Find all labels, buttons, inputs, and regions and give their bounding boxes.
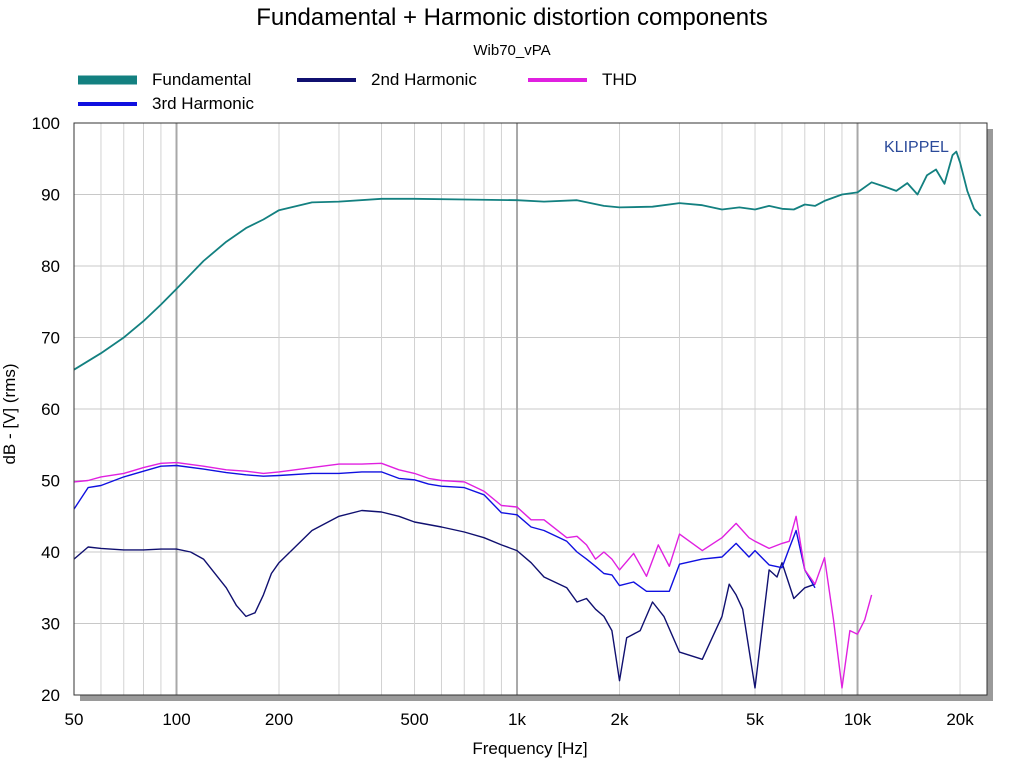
y-tick-label: 80 bbox=[41, 257, 60, 276]
x-tick-label: 50 bbox=[65, 710, 84, 729]
x-axis-ticks: 50 100 200 500 1k 2k 5k 10k 20k bbox=[65, 710, 975, 729]
legend-label-2nd-harmonic: 2nd Harmonic bbox=[371, 70, 477, 89]
x-tick-label: 20k bbox=[946, 710, 974, 729]
series-line-3rd-harmonic bbox=[73, 464, 816, 592]
x-tick-label: 1k bbox=[508, 710, 526, 729]
y-tick-label: 30 bbox=[41, 615, 60, 634]
y-tick-label: 100 bbox=[32, 114, 60, 133]
y-tick-label: 40 bbox=[41, 543, 60, 562]
legend-label-thd: THD bbox=[602, 70, 637, 89]
series-line-2nd-harmonic bbox=[73, 509, 816, 689]
x-tick-label: 200 bbox=[265, 710, 293, 729]
series-line-thd bbox=[73, 461, 873, 689]
legend-label-fundamental: Fundamental bbox=[152, 70, 251, 89]
chart-subtitle: Wib70_vPA bbox=[473, 42, 550, 59]
y-axis-ticks: 20 30 40 50 60 70 80 90 100 bbox=[32, 114, 60, 705]
y-tick-label: 70 bbox=[41, 329, 60, 348]
chart-title: Fundamental + Harmonic distortion compon… bbox=[256, 4, 768, 31]
y-tick-label: 20 bbox=[41, 686, 60, 705]
y-tick-label: 50 bbox=[41, 472, 60, 491]
series-line-fundamental bbox=[73, 150, 982, 371]
klippel-brand-label: KLIPPEL bbox=[884, 139, 949, 156]
y-tick-label: 60 bbox=[41, 400, 60, 419]
x-axis-label: Frequency [Hz] bbox=[472, 739, 587, 758]
x-tick-label: 5k bbox=[746, 710, 764, 729]
y-axis-label: dB - [V] (rms) bbox=[0, 363, 19, 464]
series-lines bbox=[73, 150, 982, 689]
x-tick-label: 2k bbox=[611, 710, 629, 729]
y-tick-label: 90 bbox=[41, 186, 60, 205]
plot-border bbox=[73, 122, 988, 696]
grid bbox=[73, 122, 987, 696]
x-tick-label: 100 bbox=[162, 710, 190, 729]
legend-label-3rd-harmonic: 3rd Harmonic bbox=[152, 94, 255, 113]
x-tick-label: 500 bbox=[400, 710, 428, 729]
legend: Fundamental 2nd Harmonic THD 3rd Harmonic bbox=[78, 70, 637, 113]
x-tick-label: 10k bbox=[844, 710, 872, 729]
